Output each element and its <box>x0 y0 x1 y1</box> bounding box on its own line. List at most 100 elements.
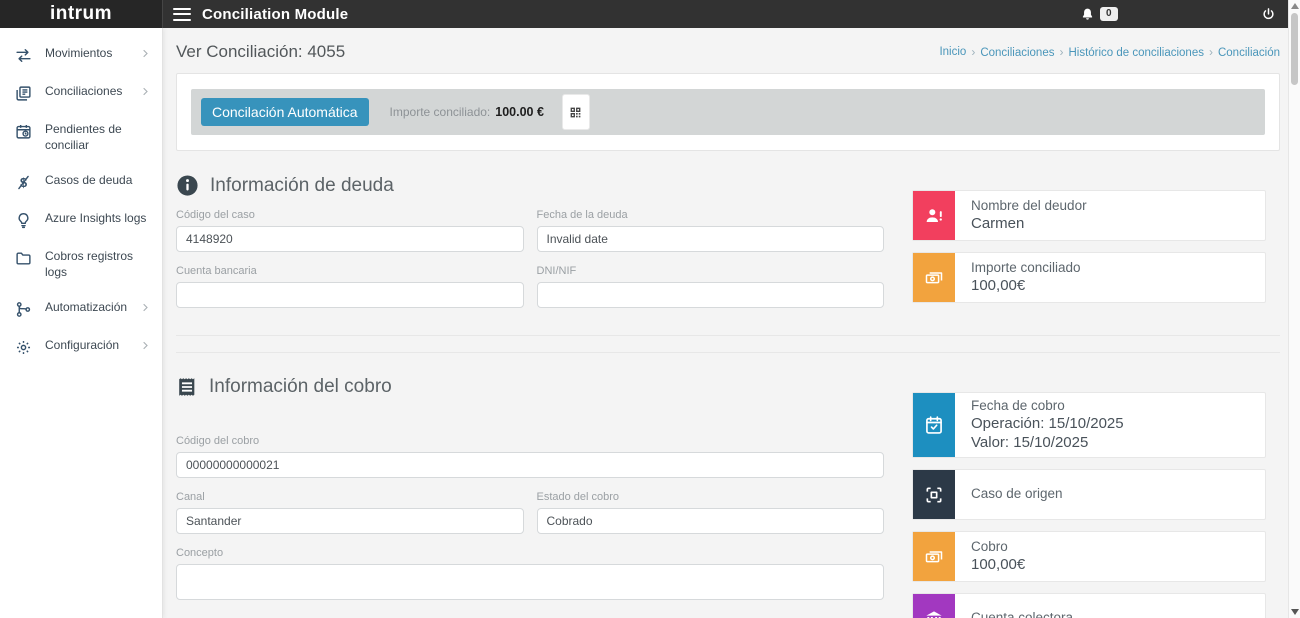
codigo-del-caso-input[interactable] <box>176 226 524 252</box>
field-cuenta-bancaria: Cuenta bancaria <box>176 265 524 308</box>
card-title: Nombre del deudor <box>971 197 1087 213</box>
field-label: Código del cobro <box>176 435 260 447</box>
page-title: Ver Conciliación: 4055 <box>176 42 346 61</box>
sidebar-item-pendientes-de-conciliar[interactable]: Pendientes de conciliar <box>0 112 162 163</box>
codigo-del-cobro-input[interactable] <box>176 452 884 478</box>
amount-label: Importe conciliado: <box>389 105 491 119</box>
breadcrumb-inicio[interactable]: Inicio <box>939 46 967 58</box>
folder-icon <box>15 250 32 267</box>
lightbulb-icon <box>15 212 32 229</box>
amount-value: 100.00 € <box>495 105 544 119</box>
vertical-scrollbar[interactable] <box>1288 0 1300 618</box>
sidebar-item-movimientos[interactable]: Movimientos <box>0 36 162 74</box>
chevron-right-icon <box>141 303 150 312</box>
calendar-clock-icon <box>15 123 32 140</box>
intrum-logo: intrum <box>49 3 113 24</box>
field-label: Cuenta bancaria <box>176 265 257 277</box>
chevron-right-icon <box>141 341 150 350</box>
field-estado-del-cobro: Estado del cobro <box>536 491 884 534</box>
field-label: Estado del cobro <box>536 491 620 503</box>
estado-del-cobro-input[interactable] <box>536 508 884 534</box>
field-codigo-del-cobro: Código del cobro <box>176 435 884 478</box>
payment-amount-card: Cobro 100,00€ <box>912 531 1266 583</box>
receipt-icon <box>176 376 198 398</box>
person-alert-icon <box>913 191 955 240</box>
banknotes-icon <box>913 532 955 582</box>
field-label: DNI/NIF <box>536 265 577 277</box>
card-title: Fecha de cobro <box>971 398 1065 413</box>
breadcrumb-conciliacion[interactable]: Conciliación <box>1204 45 1280 59</box>
field-fecha-de-la-deuda: Fecha de la deuda <box>536 209 884 252</box>
card-value-date: Valor: 15/10/2025 <box>971 433 1089 451</box>
qr-code-button[interactable] <box>561 94 590 130</box>
field-dni-nif: DNI/NIF <box>536 265 884 308</box>
card-value: 100,00€ <box>971 276 1026 294</box>
scroll-down-arrow[interactable] <box>1291 609 1299 615</box>
origin-case-card: Caso de origen <box>912 469 1266 521</box>
calendar-check-icon <box>913 393 955 458</box>
library-books-icon <box>15 85 32 102</box>
transfer-arrows-icon <box>15 47 32 64</box>
sidebar-item-configuracion[interactable]: Configuración <box>0 328 162 366</box>
sidebar-item-label: Cobros registros logs <box>45 249 134 279</box>
breadcrumb: Inicio Conciliaciones Histórico de conci… <box>939 45 1280 59</box>
sidebar-item-label: Automatización <box>45 300 128 315</box>
hamburger-menu-icon[interactable] <box>173 7 191 21</box>
money-off-icon: $ <box>15 174 32 191</box>
reconciled-amount-card: Importe conciliado 100,00€ <box>912 252 1266 303</box>
field-label: Canal <box>176 491 205 503</box>
canal-input[interactable] <box>176 508 524 534</box>
logout-power-icon[interactable] <box>1261 7 1276 22</box>
field-codigo-del-caso: Código del caso <box>176 209 524 252</box>
payment-date-card: Fecha de cobro Operación: 15/10/2025 Val… <box>912 392 1266 459</box>
sidebar-item-label: Casos de deuda <box>45 173 133 188</box>
auto-conciliation-badge: Concilación Automática <box>201 98 369 126</box>
field-label: Código del caso <box>176 209 255 221</box>
status-strip: Concilación Automática Importe conciliad… <box>191 89 1265 135</box>
chevron-right-icon <box>141 87 150 96</box>
card-title: Importe conciliado <box>971 259 1081 275</box>
card-title: Cuenta colectora <box>971 610 1074 618</box>
app-title: Conciliation Module <box>202 5 349 23</box>
card-value: Carmen <box>971 214 1025 232</box>
sidebar-item-label: Movimientos <box>45 46 113 60</box>
banknotes-icon <box>913 253 955 302</box>
dni-nif-input[interactable] <box>536 282 884 308</box>
breadcrumb-conciliaciones[interactable]: Conciliaciones <box>966 45 1054 59</box>
cuenta-bancaria-input[interactable] <box>176 282 524 308</box>
field-concepto: Concepto <box>176 547 884 600</box>
breadcrumb-historico[interactable]: Histórico de conciliaciones <box>1054 45 1204 59</box>
concepto-input[interactable] <box>176 564 884 600</box>
chevron-right-icon <box>141 49 150 58</box>
sidebar-item-cobros-registros-logs[interactable]: Cobros registros logs <box>0 239 162 290</box>
sidebar-item-label: Conciliaciones <box>45 84 123 98</box>
sidebar-item-conciliaciones[interactable]: Conciliaciones <box>0 74 162 112</box>
scan-frame-icon <box>913 470 955 520</box>
card-title: Caso de origen <box>971 486 1063 502</box>
card-operation-date: Operación: 15/10/2025 <box>971 414 1124 432</box>
sidebar-item-automatizacion[interactable]: Automatización <box>0 290 162 328</box>
sidebar-item-casos-de-deuda[interactable]: $ Casos de deuda <box>0 163 162 201</box>
sidebar-nav: Movimientos Conciliaciones Pendientes de… <box>0 28 163 618</box>
notification-count-badge: 0 <box>1100 7 1118 21</box>
fecha-de-la-deuda-input[interactable] <box>536 226 884 252</box>
card-value: 100,00€ <box>971 555 1026 573</box>
sidebar-item-label: Pendientes de conciliar <box>45 122 122 152</box>
notifications-bell-icon[interactable] <box>1080 7 1095 22</box>
scroll-up-arrow[interactable] <box>1291 3 1299 9</box>
conciliation-status-card: Concilación Automática Importe conciliad… <box>176 73 1280 151</box>
sidebar-item-azure-insights-logs[interactable]: Azure Insights logs <box>0 201 162 239</box>
logo-area: intrum <box>0 0 163 28</box>
gear-icon <box>15 339 32 356</box>
git-branch-icon <box>15 301 32 318</box>
collector-account-card: Cuenta colectora <box>912 593 1266 618</box>
main-content: Ver Conciliación: 4055 Inicio Conciliaci… <box>163 28 1288 618</box>
bank-icon <box>913 594 955 618</box>
field-canal: Canal <box>176 491 524 534</box>
card-title: Cobro <box>971 539 1008 555</box>
payment-section-title: Información del cobro <box>209 376 392 397</box>
debt-section: Información de deuda Código del caso Fec… <box>176 174 1280 308</box>
debt-section-title: Información de deuda <box>210 174 394 196</box>
debtor-name-card: Nombre del deudor Carmen <box>912 190 1266 241</box>
scrollbar-thumb[interactable] <box>1291 13 1298 85</box>
